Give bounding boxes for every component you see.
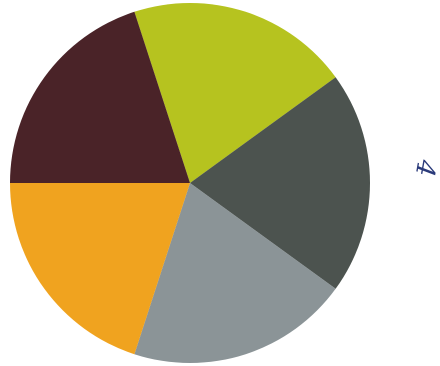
annotation: 4 [409,156,440,178]
pie-slice [10,183,190,355]
pie-slice [10,11,190,183]
pie-slice [134,3,336,184]
pie-slice [190,77,371,289]
pie-slice [134,183,336,363]
